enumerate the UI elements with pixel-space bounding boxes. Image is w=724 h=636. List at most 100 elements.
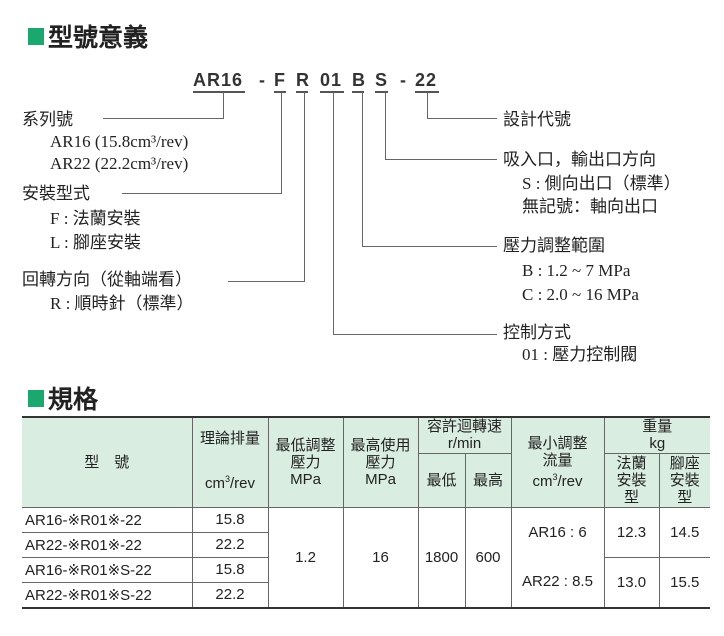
code-mount: F (274, 70, 286, 90)
underline (320, 91, 344, 93)
cell-model: AR16-※R01※-22 (22, 506, 193, 533)
label-mount-item: L : 腳座安裝 (50, 233, 141, 252)
underline (375, 91, 388, 93)
underline (415, 91, 439, 93)
cell-weight-flange: 12.3 (603, 506, 660, 558)
label-port-item: 無記號：軸向出口 (522, 197, 658, 216)
connector-line (385, 159, 497, 160)
header-model: 型 號 (22, 416, 193, 508)
header-min-pressure: 最低調整壓力 MPa (267, 416, 344, 508)
section-title-specs: 規格 (28, 380, 98, 416)
connector-line (223, 92, 224, 119)
code-port: S (375, 70, 389, 90)
cell-weight-foot: 15.5 (658, 556, 710, 608)
header-weight-flange: 法蘭安裝型 (603, 452, 660, 508)
label-rotation: 回轉方向（從軸端看） (22, 270, 192, 289)
section-title-text: 型號意義 (48, 24, 149, 52)
header-text: 理論排量 (199, 430, 260, 447)
connector-line (333, 334, 497, 335)
cell-speed-max: 600 (464, 506, 512, 608)
underline (352, 91, 364, 93)
connector-line (362, 246, 497, 247)
table-row: AR16-※R01※S-22 15.8 AR22 : 8.5 13.0 15.5 (22, 556, 710, 608)
cell-weight-flange: 13.0 (603, 556, 660, 608)
header-unit: MPa (290, 470, 321, 488)
connector-line (427, 118, 497, 119)
cell-speed-min: 1800 (417, 506, 466, 608)
cell-min-flow: AR22 : 8.5 (510, 557, 605, 608)
green-square-icon (28, 27, 44, 45)
header-displacement: 理論排量 cm3/rev (191, 416, 269, 508)
header-max-pressure: 最高使用壓力 MPa (342, 416, 419, 508)
cell-model: AR22-※R01※S-22 (22, 581, 193, 608)
label-port: 吸入口，輸出口方向 (503, 150, 656, 169)
header-unit: MPa (365, 470, 396, 488)
connector-line (122, 193, 282, 194)
cell-displacement: 15.8 (191, 556, 269, 583)
header-text: 最低調整壓力 (275, 436, 336, 471)
label-mount-item: F : 法蘭安裝 (50, 209, 141, 228)
label-port-item: S : 側向出口（標準） (522, 174, 681, 193)
connector-line (228, 281, 305, 282)
cell-min-flow: AR16 : 6 (510, 506, 605, 557)
underline (296, 91, 308, 93)
code-dash: - (259, 70, 266, 90)
cell-displacement: 15.8 (191, 506, 269, 533)
underline (193, 91, 245, 93)
section-title-model-meaning: 型號意義 (28, 18, 148, 54)
header-text: 重量 (642, 418, 673, 436)
code-control: 01 (320, 70, 343, 90)
header-text: 最小調整流量 (527, 434, 588, 469)
connector-line (385, 92, 386, 160)
spec-table: 型 號 理論排量 cm3/rev 最低調整壓力 MPa 最高使用壓力 MPa 容… (22, 416, 710, 609)
code-design: 22 (415, 70, 438, 90)
label-control-item: 01 : 壓力控制閥 (522, 345, 638, 364)
cell-max-pressure: 16 (342, 506, 419, 608)
label-series-item: AR22 (22.2cm³/rev) (50, 154, 189, 173)
connector-line (281, 92, 282, 194)
code-rotation: R (296, 70, 310, 90)
label-control: 控制方式 (503, 323, 571, 342)
connector-line (304, 92, 305, 282)
header-weight-foot: 腳座安裝型 (658, 452, 710, 508)
header-text: 最高使用壓力 (350, 436, 411, 471)
underline (274, 91, 286, 93)
table-row: AR22-※R01※-22 22.2 (22, 531, 710, 558)
header-unit: r/min (447, 435, 482, 453)
section-title-text: 規格 (48, 386, 99, 414)
header-unit: kg (649, 435, 666, 453)
code-pressure: B (352, 70, 366, 90)
cell-displacement: 22.2 (191, 581, 268, 608)
label-pressure-item: C : 2.0 ~ 16 MPa (522, 285, 639, 304)
cell-displacement: 22.2 (191, 531, 268, 558)
header-speed-min: 最低 (418, 452, 466, 508)
header-speed-max: 最高 (464, 452, 512, 508)
table-row: AR16-※R01※-22 15.8 1.2 16 1800 600 AR16 … (22, 506, 710, 608)
header-text: 容許迴轉速 (426, 418, 502, 436)
header-weight: 重量 kg (603, 416, 710, 454)
connector-line (427, 92, 428, 119)
label-design: 設計代號 (503, 110, 571, 129)
label-series-item: AR16 (15.8cm³/rev) (50, 132, 189, 151)
cell-weight-foot: 14.5 (658, 506, 710, 558)
green-square-icon (28, 389, 44, 407)
label-mount: 安裝型式 (22, 184, 90, 203)
header-unit: cm3/rev (204, 474, 256, 492)
connector-line (333, 92, 334, 335)
code-series: AR16 (193, 70, 244, 90)
label-pressure-item: B : 1.2 ~ 7 MPa (522, 261, 631, 280)
cell-model: AR16-※R01※S-22 (22, 556, 193, 583)
connector-line (103, 118, 224, 119)
cell-min-pressure: 1.2 (267, 506, 344, 608)
label-rotation-item: R : 順時針（標準） (50, 294, 194, 313)
header-min-flow: 最小調整流量 cm3/rev (510, 416, 605, 508)
code-dash: - (400, 70, 407, 90)
header-speed: 容許迴轉速 r/min (417, 416, 512, 454)
label-series: 系列號 (22, 110, 73, 129)
header-unit: cm3/rev (532, 471, 583, 490)
label-pressure: 壓力調整範圍 (503, 236, 605, 255)
cell-model: AR22-※R01※-22 (22, 531, 193, 558)
table-row: AR22-※R01※S-22 22.2 (22, 581, 710, 608)
connector-line (362, 92, 363, 247)
